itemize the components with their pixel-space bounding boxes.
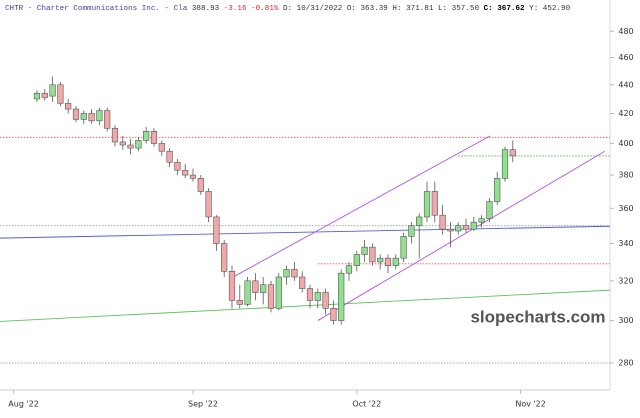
candle-body <box>408 225 415 237</box>
candle-body <box>478 218 485 223</box>
x-tick-label: Nov '22 <box>515 400 546 409</box>
candle-body <box>119 141 126 146</box>
candle-body <box>423 191 431 218</box>
y-tick-label: 300 <box>618 316 633 325</box>
close: C: 367.62 <box>484 5 525 13</box>
candle-body <box>486 201 493 219</box>
candle-body <box>400 236 407 259</box>
x-tick-label: Sep '22 <box>188 400 218 409</box>
candle-body <box>72 108 80 120</box>
candle-body <box>314 292 321 301</box>
candle-body <box>182 169 189 176</box>
candle-body <box>322 292 329 309</box>
candle-body <box>345 265 353 274</box>
candle-body <box>431 191 438 216</box>
candle-body <box>88 113 95 122</box>
candle-body <box>384 257 392 266</box>
trend-line <box>0 225 610 239</box>
candle-body <box>299 276 306 289</box>
candle-body <box>49 84 56 97</box>
candle-body <box>494 178 501 202</box>
candle-body <box>306 288 314 301</box>
last-price: 388.93 <box>192 5 220 13</box>
candle-body <box>228 270 236 301</box>
y-tick-label: 320 <box>618 276 633 285</box>
candle-body <box>33 92 41 100</box>
candle-body <box>267 284 275 309</box>
year-high: Y: 452.90 <box>529 5 570 13</box>
y-tick-label: 460 <box>618 53 633 62</box>
candle-body <box>392 257 399 266</box>
y-tick-label: 360 <box>618 204 633 213</box>
trend-line <box>317 150 606 321</box>
candle-body <box>65 102 72 110</box>
trend-line <box>229 135 491 280</box>
candle-body <box>57 84 64 104</box>
candle-body <box>501 149 509 179</box>
candle-body <box>111 127 119 143</box>
y-tick-label: 380 <box>618 171 633 180</box>
candle-body <box>135 140 142 149</box>
watermark: slopecharts.com <box>470 307 605 326</box>
candle-body <box>369 246 376 263</box>
candle-body <box>509 149 516 157</box>
y-tick-label: 480 <box>618 27 633 36</box>
candle-body <box>439 214 446 230</box>
candle-body <box>127 144 134 149</box>
candle-body <box>244 280 251 305</box>
change-pct: -0.81% <box>251 5 279 13</box>
candle-body <box>174 161 181 171</box>
candle-body <box>462 225 470 230</box>
candle-body <box>260 284 267 293</box>
candle-body <box>330 308 337 321</box>
plot-area <box>0 76 610 364</box>
candle-body <box>96 110 103 122</box>
x-tick-label: Oct '22 <box>352 400 381 409</box>
candle-body <box>252 280 259 293</box>
candle-body <box>291 269 298 278</box>
candle-body <box>189 174 197 179</box>
candle-body <box>275 276 282 309</box>
candle-body <box>361 246 368 255</box>
candle-body <box>236 300 243 305</box>
header: CHTR - Charter Communications Inc. - Cla… <box>5 5 571 13</box>
high: H: 371.81 <box>392 5 433 13</box>
candle-body <box>197 178 204 192</box>
candle-body <box>150 130 158 144</box>
candle-body <box>213 216 220 244</box>
candle-body <box>221 243 228 272</box>
candle-body <box>205 191 212 218</box>
candle-body <box>338 272 345 321</box>
y-tick-label: 420 <box>618 109 633 118</box>
candle-body <box>80 113 87 120</box>
candle-body <box>455 225 462 232</box>
candle-body <box>143 130 150 141</box>
y-tick-label: 280 <box>618 359 633 368</box>
candle-body <box>41 92 48 98</box>
candle-body <box>353 254 360 266</box>
candle-body <box>447 228 454 232</box>
y-tick-label: 400 <box>618 139 633 148</box>
y-tick-label: 440 <box>618 80 633 89</box>
symbol: CHTR - Charter Communications Inc. - Cla <box>5 5 188 13</box>
x-tick-label: Aug '22 <box>8 400 39 409</box>
candle-body <box>104 110 111 129</box>
candle-body <box>158 143 165 152</box>
date: D: 10/31/2022 <box>283 5 343 13</box>
y-tick-label: 340 <box>618 239 633 248</box>
open: O: 363.39 <box>347 5 388 13</box>
trend-line <box>0 289 610 322</box>
candle-body <box>416 216 423 226</box>
candle-body <box>470 221 477 230</box>
candle-body <box>283 269 290 278</box>
candle-body <box>377 257 384 263</box>
change: -3.16 <box>224 5 247 13</box>
candle-body <box>166 150 173 163</box>
low: L: 357.50 <box>438 5 479 13</box>
